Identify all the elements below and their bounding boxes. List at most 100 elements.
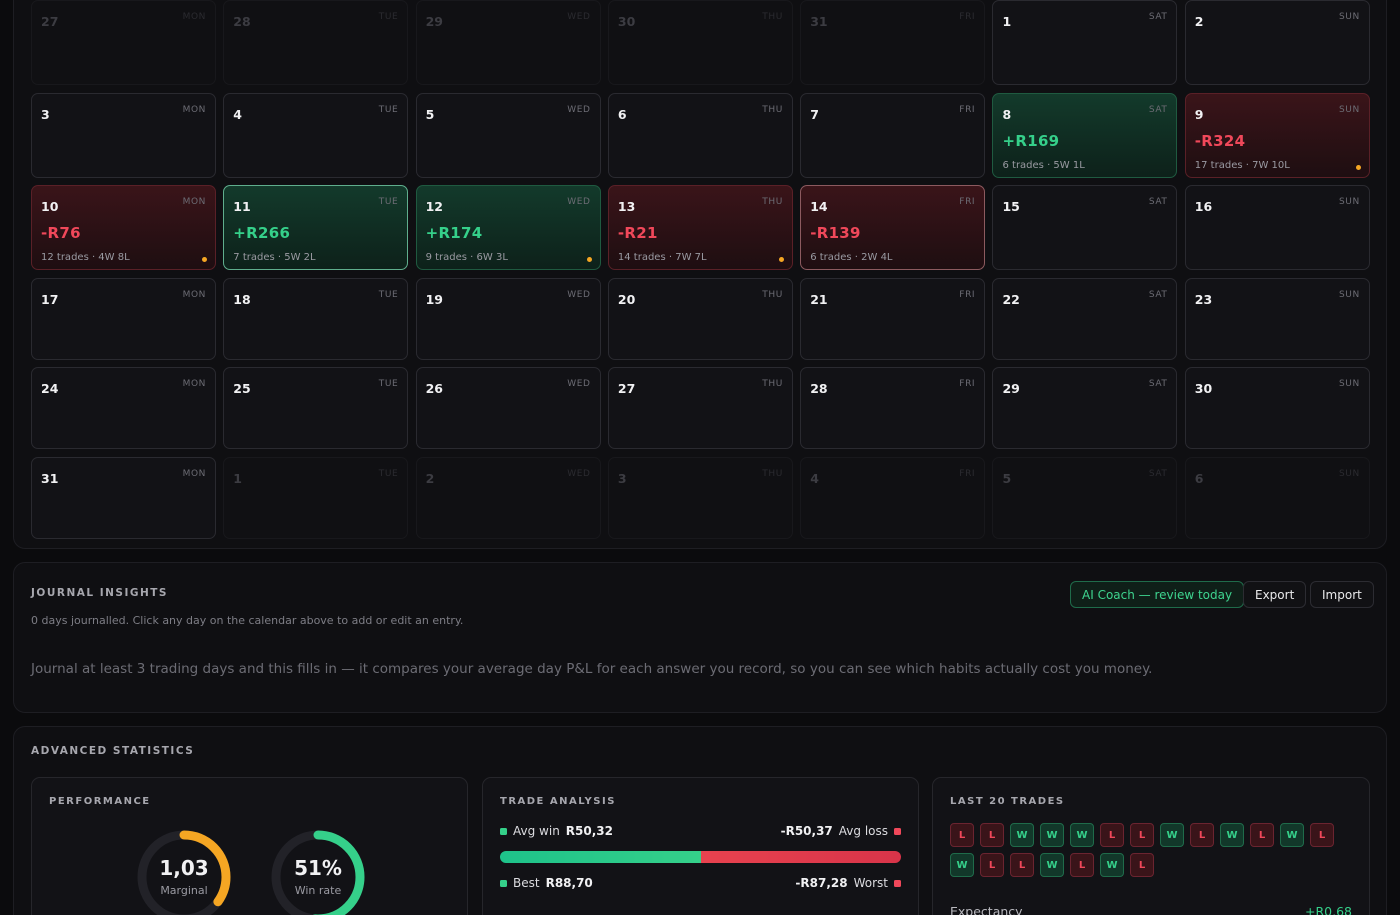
calendar-day[interactable]: 31 MON bbox=[31, 456, 216, 539]
trade-win-chip: W bbox=[1040, 823, 1064, 847]
calendar-day[interactable]: 12 WED +R174 9 trades · 6W 3L bbox=[415, 185, 601, 271]
calendar-day: 31 FRI bbox=[800, 0, 986, 85]
day-number: 16 bbox=[1194, 199, 1213, 215]
calendar-day[interactable]: 30 SUN bbox=[1184, 367, 1370, 450]
day-of-week: WED bbox=[567, 379, 591, 390]
performance-title: PERFORMANCE bbox=[49, 796, 151, 807]
journal-insights-title: JOURNAL INSIGHTS bbox=[31, 587, 168, 599]
day-of-week: TUE bbox=[378, 468, 399, 479]
calendar-day[interactable]: 26 WED bbox=[415, 367, 601, 450]
worst-legend-square bbox=[894, 879, 901, 887]
calendar-day[interactable]: 9 SUN -R324 17 trades · 7W 10L bbox=[1184, 92, 1370, 178]
day-trade-summary: 17 trades · 7W 10L bbox=[1194, 159, 1290, 171]
calendar-day[interactable]: 28 FRI bbox=[800, 367, 986, 450]
profit-factor-value: 1,03 bbox=[159, 856, 209, 880]
calendar-day: 5 SAT bbox=[992, 456, 1178, 539]
calendar-day[interactable]: 27 THU bbox=[607, 367, 793, 450]
calendar-day[interactable]: 23 SUN bbox=[1184, 277, 1370, 360]
trade-loss-chip: L bbox=[980, 823, 1004, 847]
trade-analysis-card: TRADE ANALYSIS Avg win R50,32 -R50,37 Av… bbox=[482, 777, 919, 915]
calendar-day: 30 THU bbox=[607, 0, 793, 85]
trade-loss-chip: L bbox=[1310, 823, 1334, 847]
day-number: 5 bbox=[1002, 470, 1012, 486]
journal-note-dot bbox=[1355, 164, 1361, 170]
day-trade-summary: 14 trades · 7W 7L bbox=[617, 252, 707, 264]
day-number: 23 bbox=[1194, 291, 1213, 307]
trade-loss-chip: L bbox=[1070, 853, 1094, 877]
calendar-day: 3 THU bbox=[607, 456, 793, 539]
day-of-week: TUE bbox=[378, 197, 399, 208]
trade-win-chip: W bbox=[1100, 853, 1124, 877]
trade-loss-chip: L bbox=[1130, 823, 1154, 847]
calendar-day[interactable]: 22 SAT bbox=[992, 277, 1178, 360]
expectancy-value: +R0,68 bbox=[1305, 904, 1352, 915]
day-of-week: SUN bbox=[1338, 468, 1360, 479]
day-of-week: MON bbox=[182, 197, 206, 208]
day-trade-summary: 12 trades · 4W 8L bbox=[41, 252, 130, 264]
calendar-day[interactable]: 1 SAT bbox=[992, 0, 1178, 85]
calendar-day[interactable]: 6 THU bbox=[607, 92, 793, 178]
day-number: 28 bbox=[810, 381, 828, 397]
day-of-week: SAT bbox=[1148, 289, 1168, 300]
calendar-day[interactable]: 8 SAT +R169 6 trades · 5W 1L bbox=[992, 92, 1178, 178]
win-rate-ring bbox=[271, 830, 365, 915]
calendar-day[interactable]: 24 MON bbox=[31, 367, 216, 450]
trade-loss-chip: L bbox=[980, 853, 1004, 877]
day-number: 28 bbox=[233, 14, 251, 29]
day-of-week: SUN bbox=[1338, 289, 1360, 300]
calendar-day[interactable]: 4 TUE bbox=[223, 92, 409, 178]
day-trade-summary: 7 trades · 5W 2L bbox=[233, 252, 316, 264]
day-number: 9 bbox=[1194, 106, 1204, 122]
journal-days-count: 0 days journalled. Click any day on the … bbox=[31, 614, 464, 627]
calendar-day[interactable]: 7 FRI bbox=[800, 92, 986, 178]
calendar-day[interactable]: 19 WED bbox=[415, 277, 601, 360]
avg-win-value: R50,32 bbox=[565, 824, 613, 838]
day-number: 29 bbox=[1002, 381, 1020, 397]
win-segment bbox=[500, 851, 701, 863]
calendar-day[interactable]: 18 TUE bbox=[223, 277, 409, 360]
trade-win-chip: W bbox=[1280, 823, 1304, 847]
calendar-day: 29 WED bbox=[415, 0, 601, 85]
day-pnl: +R174 bbox=[425, 224, 483, 243]
profit-factor-label: Marginal bbox=[160, 884, 208, 897]
day-of-week: THU bbox=[762, 12, 783, 22]
calendar-day[interactable]: 25 TUE bbox=[223, 367, 409, 450]
calendar-day[interactable]: 10 MON -R76 12 trades · 4W 8L bbox=[31, 185, 216, 271]
day-number: 26 bbox=[425, 381, 443, 397]
day-number: 6 bbox=[617, 106, 627, 122]
trade-win-chip: W bbox=[1040, 853, 1064, 877]
ai-coach-button[interactable]: AI Coach — review today bbox=[1070, 581, 1245, 608]
day-pnl: -R76 bbox=[41, 224, 81, 243]
day-number: 24 bbox=[41, 381, 59, 397]
win-rate-value: 51% bbox=[294, 856, 342, 880]
day-number: 31 bbox=[41, 470, 59, 486]
day-of-week: FRI bbox=[959, 197, 976, 208]
day-of-week: TUE bbox=[378, 104, 399, 115]
day-number: 5 bbox=[425, 106, 435, 122]
day-number: 21 bbox=[810, 291, 828, 307]
day-number: 6 bbox=[1194, 470, 1204, 486]
expectancy-label: Expectancy bbox=[950, 904, 1023, 915]
day-of-week: MON bbox=[182, 379, 206, 390]
calendar-day[interactable]: 21 FRI bbox=[800, 277, 986, 360]
calendar-day[interactable]: 3 MON bbox=[31, 92, 216, 178]
day-of-week: SUN bbox=[1338, 12, 1360, 22]
calendar-day: 27 MON bbox=[31, 0, 216, 85]
day-pnl: -R21 bbox=[617, 224, 658, 243]
calendar-day[interactable]: 14 FRI -R139 6 trades · 2W 4L bbox=[800, 185, 986, 271]
calendar-day[interactable]: 5 WED bbox=[415, 92, 601, 178]
calendar-day[interactable]: 20 THU bbox=[607, 277, 793, 360]
export-button[interactable]: Export bbox=[1243, 581, 1307, 608]
calendar-day[interactable]: 2 SUN bbox=[1184, 0, 1370, 85]
calendar-grid: 27 MON 28 TUE 29 WED 30 THU 31 FRI 1 SAT 2 SUN 3 MON 4 TU… bbox=[31, 0, 1370, 539]
calendar-day[interactable]: 16 SUN bbox=[1184, 185, 1370, 271]
import-button[interactable]: Import bbox=[1310, 581, 1374, 608]
calendar-day[interactable]: 15 SAT bbox=[992, 185, 1178, 271]
avg-loss-value: -R50,37 bbox=[780, 824, 833, 838]
calendar-day[interactable]: 29 SAT bbox=[992, 367, 1178, 450]
worst-label: Worst bbox=[853, 876, 888, 890]
calendar-day[interactable]: 13 THU -R21 14 trades · 7W 7L bbox=[607, 185, 793, 271]
calendar-day[interactable]: 11 TUE +R266 7 trades · 5W 2L bbox=[223, 185, 409, 271]
calendar-day[interactable]: 17 MON bbox=[31, 277, 216, 360]
